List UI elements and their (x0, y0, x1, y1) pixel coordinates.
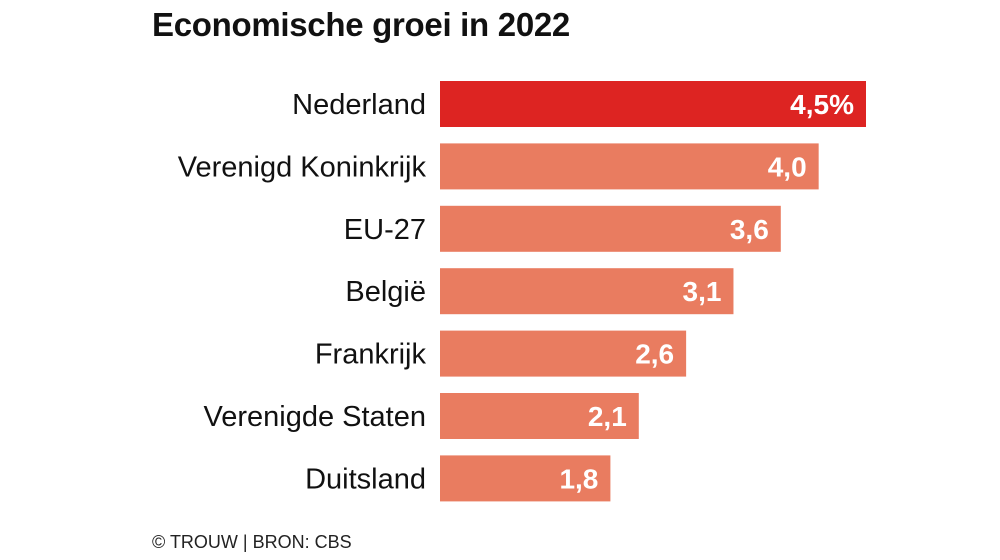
category-label: Duitsland (305, 463, 426, 495)
category-label: Frankrijk (315, 339, 427, 371)
source-credit: © TROUW | BRON: CBS (152, 532, 352, 552)
bar (440, 455, 611, 502)
bar (440, 393, 639, 439)
data-label: 2,1 (588, 401, 627, 432)
data-label: 2,6 (635, 339, 674, 370)
data-label: 3,1 (683, 276, 722, 307)
bar (440, 330, 687, 377)
bar (440, 143, 819, 190)
data-label: 3,6 (730, 214, 769, 245)
bar (440, 268, 734, 315)
category-label: België (345, 276, 426, 308)
bar (440, 205, 781, 252)
category-label: Verenigd Koninkrijk (178, 151, 427, 183)
category-label: EU-27 (344, 214, 426, 246)
data-label: 4,0 (768, 151, 807, 182)
category-label: Nederland (292, 89, 426, 121)
category-label: Verenigde Staten (203, 401, 426, 433)
bar (440, 81, 866, 127)
chart-title: Economische groei in 2022 (152, 6, 570, 43)
data-label: 1,8 (559, 463, 598, 494)
data-label: 4,5% (790, 89, 854, 120)
